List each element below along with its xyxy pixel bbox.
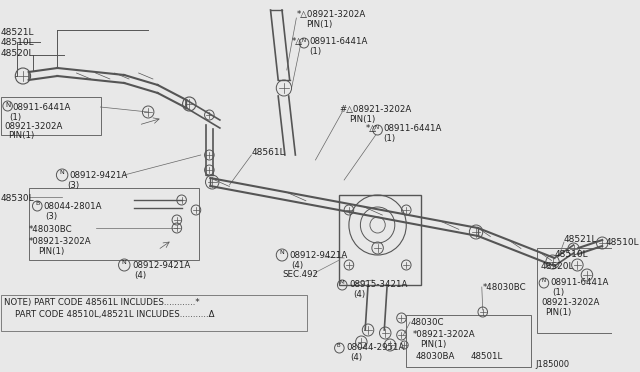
Text: N: N bbox=[5, 102, 10, 108]
Text: (4): (4) bbox=[350, 353, 362, 362]
Text: NOTE) PART CODE 48561L INCLUDES............*: NOTE) PART CODE 48561L INCLUDES.........… bbox=[4, 298, 200, 307]
Text: 08912-9421A: 08912-9421A bbox=[290, 251, 348, 260]
Text: 08912-9421A: 08912-9421A bbox=[70, 171, 128, 180]
Text: N: N bbox=[122, 260, 126, 265]
Text: *48030BC: *48030BC bbox=[483, 283, 526, 292]
Text: N: N bbox=[60, 170, 64, 175]
Text: 48561L: 48561L bbox=[252, 148, 285, 157]
Text: J185000: J185000 bbox=[535, 360, 570, 369]
Text: (3): (3) bbox=[67, 181, 79, 190]
Text: SEC.492: SEC.492 bbox=[282, 270, 318, 279]
Text: PIN(1): PIN(1) bbox=[8, 131, 34, 140]
Text: N: N bbox=[541, 278, 545, 283]
Text: N: N bbox=[301, 38, 305, 43]
Bar bbox=[1, 295, 307, 331]
Text: PART CODE 48510L,48521L INCLUDES...........Δ: PART CODE 48510L,48521L INCLUDES........… bbox=[15, 310, 215, 319]
Text: 08911-6441A: 08911-6441A bbox=[383, 124, 442, 133]
Text: *08921-3202A: *08921-3202A bbox=[413, 330, 476, 339]
Bar bbox=[339, 195, 420, 285]
Text: 48520L: 48520L bbox=[1, 49, 35, 58]
Text: 08911-6441A: 08911-6441A bbox=[12, 103, 71, 112]
Text: *48030BC: *48030BC bbox=[29, 225, 72, 234]
Text: PIN(1): PIN(1) bbox=[420, 340, 447, 349]
Text: PIN(1): PIN(1) bbox=[38, 247, 65, 256]
Text: (4): (4) bbox=[354, 290, 366, 299]
Text: M: M bbox=[339, 280, 344, 285]
Text: 08921-3202A: 08921-3202A bbox=[541, 298, 600, 307]
Text: N: N bbox=[279, 250, 284, 255]
Text: B: B bbox=[35, 201, 40, 206]
Bar bbox=[406, 315, 531, 367]
Text: PIN(1): PIN(1) bbox=[349, 115, 375, 124]
Text: (1): (1) bbox=[383, 134, 396, 143]
Text: 08912-9421A: 08912-9421A bbox=[132, 261, 190, 270]
Text: 48530L: 48530L bbox=[1, 194, 35, 203]
Text: 08911-6441A: 08911-6441A bbox=[550, 278, 609, 287]
Text: *△: *△ bbox=[292, 37, 303, 46]
Text: PIN(1): PIN(1) bbox=[306, 20, 332, 29]
Text: (3): (3) bbox=[45, 212, 57, 221]
Text: 48030C: 48030C bbox=[411, 318, 445, 327]
Text: (4): (4) bbox=[134, 271, 146, 280]
Text: (4): (4) bbox=[292, 261, 304, 270]
Text: *△: *△ bbox=[366, 124, 377, 133]
Text: 08911-6441A: 08911-6441A bbox=[310, 37, 368, 46]
Text: 48510L: 48510L bbox=[605, 238, 639, 247]
Text: 08915-3421A: 08915-3421A bbox=[349, 280, 407, 289]
Bar bbox=[1, 97, 101, 135]
Text: 48501L: 48501L bbox=[470, 352, 502, 361]
Text: 08044-2951A: 08044-2951A bbox=[346, 343, 404, 352]
Text: #△08921-3202A: #△08921-3202A bbox=[339, 105, 412, 114]
Bar bbox=[537, 248, 612, 333]
Text: (1): (1) bbox=[10, 113, 22, 122]
Text: 48510L: 48510L bbox=[1, 38, 35, 47]
Text: 48030BA: 48030BA bbox=[416, 352, 455, 361]
Text: *08921-3202A: *08921-3202A bbox=[29, 237, 92, 246]
Bar bbox=[29, 188, 199, 260]
Text: N: N bbox=[375, 125, 379, 130]
Text: (1): (1) bbox=[552, 288, 564, 297]
Text: (1): (1) bbox=[310, 47, 322, 56]
Text: 48510L: 48510L bbox=[554, 250, 588, 259]
Text: *△08921-3202A: *△08921-3202A bbox=[296, 10, 365, 19]
Text: 08921-3202A: 08921-3202A bbox=[4, 122, 63, 131]
Text: 08044-2801A: 08044-2801A bbox=[43, 202, 102, 211]
Text: 48521L: 48521L bbox=[564, 235, 598, 244]
Text: PIN(1): PIN(1) bbox=[545, 308, 571, 317]
Text: 48520L: 48520L bbox=[541, 262, 575, 271]
Text: 48521L: 48521L bbox=[1, 28, 35, 37]
Text: B: B bbox=[337, 343, 340, 348]
